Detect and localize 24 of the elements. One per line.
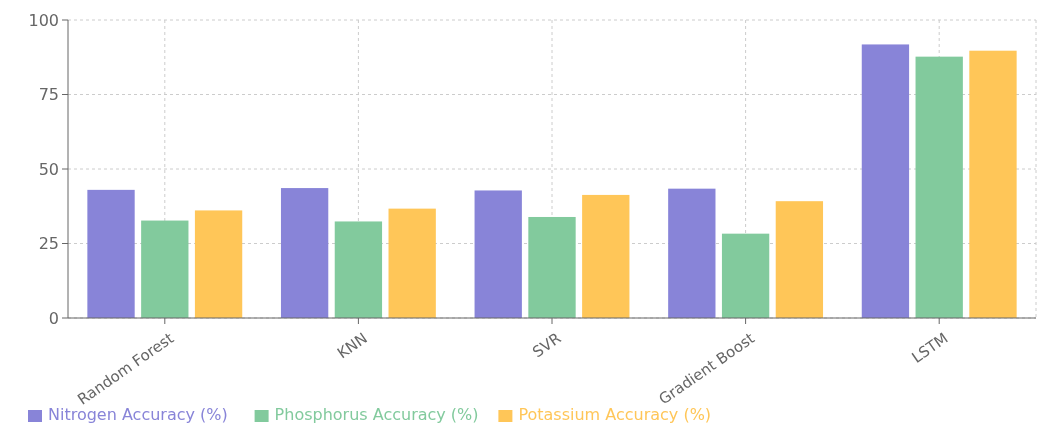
bar: [194, 210, 243, 318]
bar: [668, 188, 716, 318]
y-tick-label: 0: [48, 308, 59, 328]
bar: [141, 220, 189, 318]
y-tick-label: 75: [38, 85, 59, 105]
bar: [87, 189, 135, 318]
bar: [280, 188, 329, 318]
bar: [334, 221, 383, 318]
legend-label: Potassium Accuracy (%): [518, 405, 712, 424]
y-tick-label: 25: [38, 234, 59, 254]
x-tick-label: SVR: [529, 329, 565, 362]
bar: [915, 56, 963, 318]
bar: [388, 208, 436, 318]
legend-label: Nitrogen Accuracy (%): [48, 405, 228, 424]
bar: [775, 201, 824, 318]
legend-label: Phosphorus Accuracy (%): [274, 405, 479, 424]
bar: [528, 216, 576, 318]
bar: [474, 190, 522, 318]
y-tick-label: 50: [38, 159, 59, 179]
y-tick-label: 100: [28, 10, 59, 30]
bar: [861, 44, 910, 318]
bar: [582, 194, 630, 318]
bar: [721, 233, 770, 318]
bar: [969, 50, 1017, 318]
